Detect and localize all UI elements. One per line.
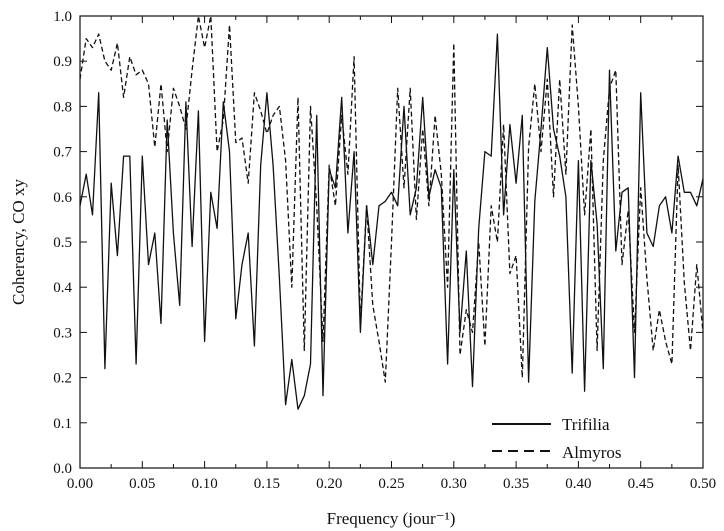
x-tick-label: 0.05: [129, 476, 155, 492]
legend-label-almyros: Almyros: [562, 443, 622, 462]
legend: Trifilia Almyros: [492, 415, 622, 462]
y-tick-label: 0.1: [53, 416, 72, 432]
x-tick-label: 0.15: [254, 476, 280, 492]
y-tick-label: 0.0: [53, 461, 72, 477]
series-line-almyros: [79, 15, 704, 383]
y-tick-label: 0.5: [53, 235, 72, 251]
x-tick-label: 0.50: [690, 476, 716, 492]
y-axis-title: Coherency, CO xy: [9, 179, 28, 305]
y-tick-label: 0.9: [53, 54, 72, 70]
x-tick-label: 0.30: [441, 476, 467, 492]
y-tick-label: 1.0: [53, 9, 72, 25]
y-tick-label: 0.7: [53, 145, 72, 161]
plot-area: 0.00 0.05 0.10 0.15 0.20 0.25 0.30 0.35 0.40 0.45…: [53, 9, 716, 492]
legend-label-trifilia: Trifilia: [562, 415, 610, 434]
x-tick-label: 0.35: [503, 476, 529, 492]
series-layer: [79, 15, 704, 410]
y-axis-ticks: 0.0 0.1 0.2 0.3 0.4 0.5 0.6 0.7 0.8 0.9 1.0: [53, 9, 703, 477]
x-tick-label: 0.00: [67, 476, 93, 492]
y-tick-label: 0.6: [53, 190, 72, 206]
x-tick-label: 0.20: [316, 476, 342, 492]
x-tick-label: 0.10: [191, 476, 217, 492]
x-tick-label: 0.25: [378, 476, 404, 492]
x-tick-label: 0.45: [628, 476, 654, 492]
x-axis-ticks: 0.00 0.05 0.10 0.15 0.20 0.25 0.30 0.35 0.40 0.45…: [67, 16, 716, 492]
x-axis-title: Frequency (jour⁻¹): [327, 509, 456, 528]
y-tick-label: 0.8: [53, 99, 72, 115]
y-tick-label: 0.3: [53, 325, 72, 341]
y-tick-label: 0.4: [53, 280, 72, 296]
x-tick-label: 0.40: [565, 476, 591, 492]
y-tick-label: 0.2: [53, 371, 72, 387]
